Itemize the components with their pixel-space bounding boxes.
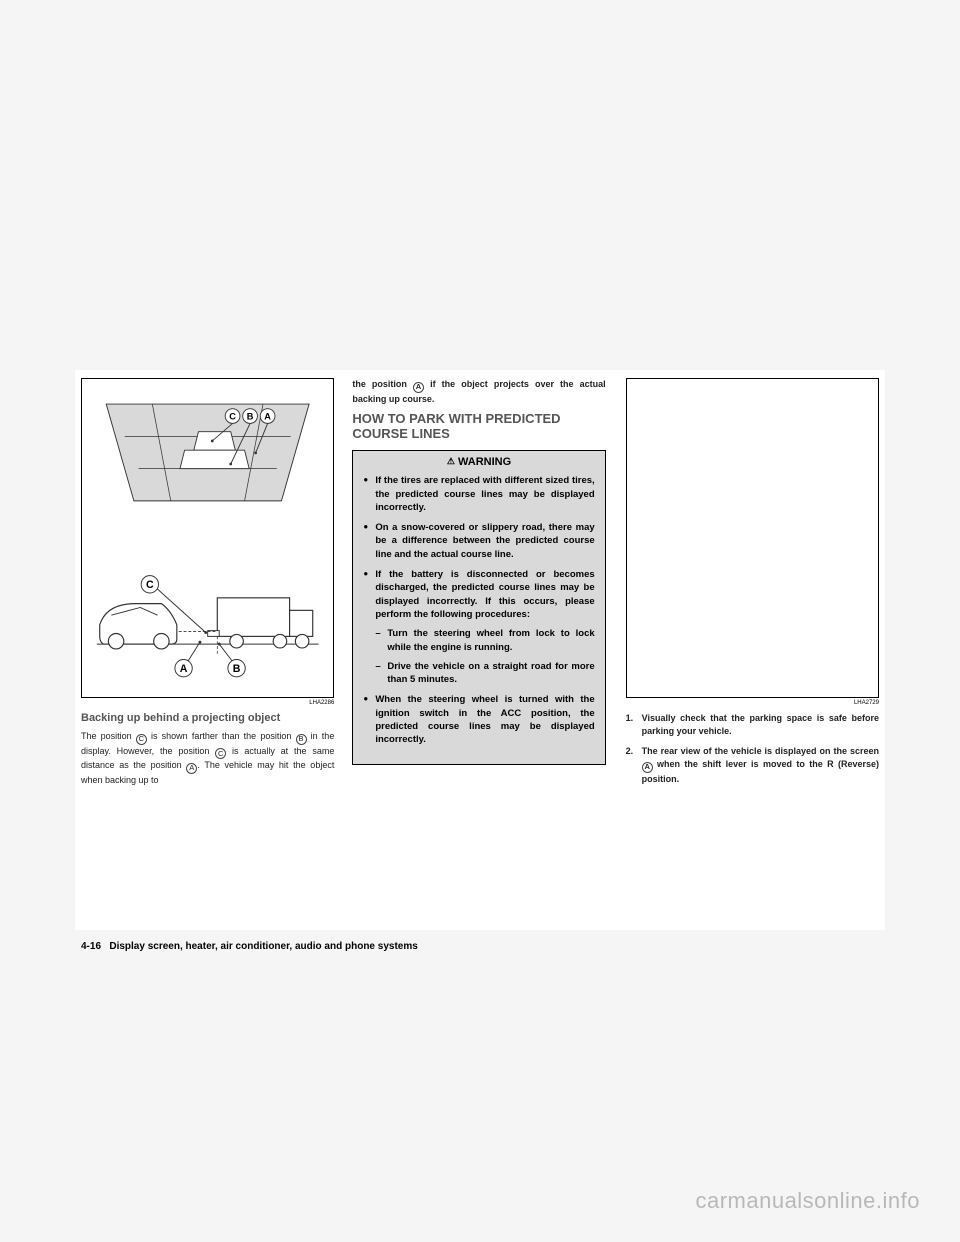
step-item: 2.The rear view of the vehicle is displa… [626,745,879,785]
warning-subitem: Turn the steering wheel from lock to loc… [375,627,594,654]
warning-subitem: Drive the vehicle on a straight road for… [375,660,594,687]
columns: A B C [75,370,885,930]
warning-item: If the tires are replaced with different… [363,474,594,514]
diagram-side-view: C A B [92,555,323,685]
watermark: carmanualsonline.info [695,1188,920,1214]
column-2: the position A if the object projects ov… [342,370,615,930]
circle-a-icon: A [413,382,424,393]
figure-parking-screen [626,378,879,698]
warning-item: If the battery is disconnected or become… [363,568,594,686]
continued-text: the position A if the object projects ov… [352,378,605,405]
subheading-backing: Backing up behind a projecting object [81,712,334,725]
warning-item: On a snow-covered or slippery road, ther… [363,521,594,561]
page-number: 4-16 [81,941,101,952]
circle-b-icon: B [296,734,307,745]
section-title: Display screen, heater, air conditioner,… [109,941,417,952]
svg-text:B: B [233,663,241,675]
column-1: A B C [75,370,342,930]
section-heading: HOW TO PARK WITH PREDICTED COURSE LINES [352,411,605,442]
circle-c-icon: C [136,734,147,745]
manual-page: A B C [75,370,885,930]
warning-sublist: Turn the steering wheel from lock to loc… [375,627,594,686]
label-a: A [264,412,271,422]
figure-backing-diagram: A B C [81,378,334,698]
figure-code-1: LHA2286 [81,700,334,706]
warning-item: When the steering wheel is turned with t… [363,693,594,746]
label-b: B [247,412,254,422]
steps-list: 1.Visually check that the parking space … [626,712,879,793]
warning-box: ⚠ WARNING If the tires are replaced with… [352,450,605,765]
warning-icon: ⚠ [447,456,455,466]
circle-a-icon: A [642,762,653,773]
svg-text:C: C [146,579,154,591]
warning-title: ⚠ WARNING [353,451,604,474]
circle-a-icon: A [186,763,197,774]
step-item: 1.Visually check that the parking space … [626,712,879,737]
svg-text:A: A [180,663,188,675]
diagram-top-perspective: A B C [92,389,323,539]
body-paragraph: The position C is shown farther than the… [81,730,334,786]
figure-code-2: LHA2729 [626,700,879,706]
column-3: LHA2729 1.Visually check that the parkin… [616,370,885,930]
circle-c-icon: C [215,748,226,759]
warning-list: If the tires are replaced with different… [353,474,604,763]
label-c: C [229,412,236,422]
page-footer: 4-16 Display screen, heater, air conditi… [81,941,418,952]
